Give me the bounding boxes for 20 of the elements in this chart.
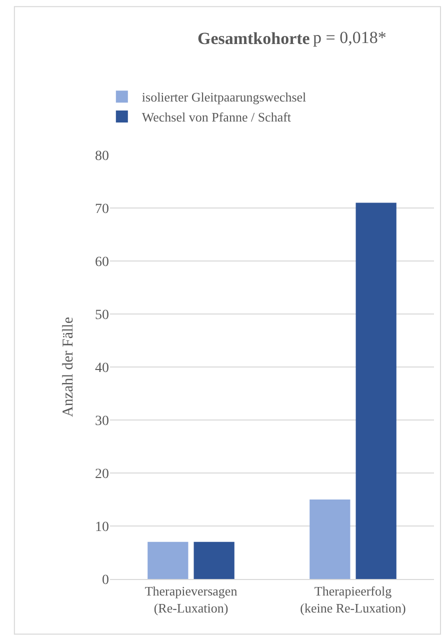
y-tick-label: 50 [95,308,109,323]
y-tick-label: 40 [95,360,109,376]
chart-title: Gesamtkohorte [197,29,310,48]
x-tick-label: Therapieversagen (Re-Luxation) [144,584,238,616]
y-tick-label: 30 [95,414,109,429]
legend-label: isolierter Gleitpaarungswechsel [142,90,307,105]
y-tick-label: 60 [95,254,109,270]
bar [148,542,188,579]
y-tick-label: 10 [95,520,109,535]
y-tick-label: 0 [102,572,109,588]
y-tick-label: 70 [95,202,109,217]
bar [310,500,350,579]
y-tick-label: 80 [95,148,109,164]
bar [194,542,234,579]
text: p = 0,018* [313,28,386,47]
bar [356,202,396,579]
x-tick-label: Therapieerfolg (keine Re-Luxation) [300,584,406,616]
legend-label: Wechsel von Pfanne / Schaft [142,110,292,125]
y-axis-title: Anzahl der Fälle [60,316,76,417]
y-tick-label: 20 [95,466,109,482]
